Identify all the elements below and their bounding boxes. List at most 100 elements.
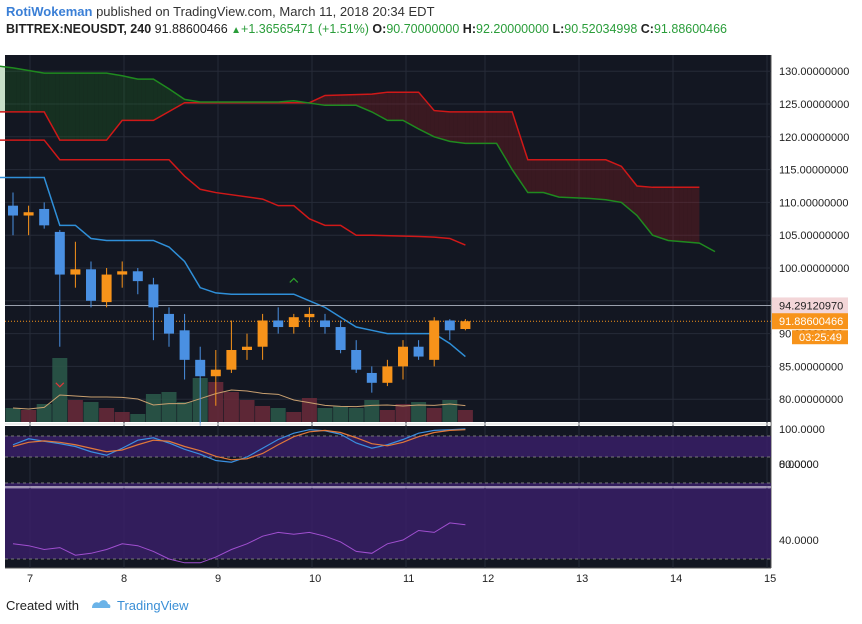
kumo-cloud-segment (430, 105, 435, 137)
publisher-username[interactable]: RotiWokeman (6, 4, 93, 19)
kumo-cloud-segment (481, 111, 485, 144)
kumo-cloud-segment (484, 111, 489, 144)
kumo-cloud-segment (418, 92, 423, 131)
volume-bar (114, 412, 130, 422)
kumo-cloud-segment (40, 72, 45, 112)
kumo-cloud-segment (32, 71, 37, 112)
open-value: 90.70000000 (386, 22, 460, 36)
candle-body (148, 284, 159, 308)
low-label: L: (552, 22, 565, 36)
kumo-cloud-segment (605, 159, 610, 201)
tradingview-brand-link[interactable]: TradingView (116, 598, 189, 613)
kumo-cloud-segment (16, 68, 21, 112)
kumo-cloud-segment (621, 166, 626, 206)
kumo-cloud-segment (457, 111, 462, 143)
kumo-cloud-segment (75, 73, 80, 141)
sell-marker-icon (55, 382, 65, 388)
up-triangle-icon: ▲ (231, 25, 242, 36)
kumo-cloud-segment (687, 187, 692, 243)
main-y-tick-label: 120.00000000 (779, 132, 849, 144)
countdown-label-bg (792, 330, 848, 345)
candle-body (179, 330, 190, 360)
volume-bar (301, 398, 317, 422)
kumo-cloud-segment (574, 159, 579, 198)
kumo-cloud-segment (426, 101, 431, 135)
kumo-cloud-segment (582, 159, 587, 199)
high-label: H: (462, 22, 476, 36)
kumo-cloud-segment (473, 111, 478, 144)
kumo-cloud-segment (679, 187, 684, 242)
candle-body (70, 269, 81, 275)
kumo-cloud-segment (71, 73, 76, 141)
kumo-cloud-segment (1, 66, 6, 112)
stoch-y-tick-label: 100.0000 (779, 424, 825, 436)
main-y-tick-label: 105.00000000 (779, 230, 849, 242)
kumo-cloud-segment (110, 73, 115, 136)
kumo-cloud-segment (566, 159, 571, 198)
kumo-cloud-segment (539, 159, 544, 193)
kumo-cloud-segment (637, 186, 641, 221)
kumo-cloud-segment (325, 95, 329, 106)
candle-body (195, 359, 206, 377)
kumo-cloud-segment (356, 94, 361, 107)
buy-marker-icon (289, 277, 299, 283)
kumo-cloud-segment (465, 111, 470, 144)
kumo-cloud-segment (371, 93, 376, 115)
kumo-cloud-segment (106, 73, 111, 141)
main-y-tick-label: 115.00000000 (779, 165, 849, 177)
kumo-cloud-segment (625, 171, 630, 209)
volume-bar (411, 402, 427, 422)
kumo-cloud-segment (644, 186, 649, 231)
kumo-cloud-segment (461, 111, 466, 144)
kumo-cloud-segment (633, 181, 637, 216)
volume-bar (83, 402, 99, 422)
kumo-cloud-segment (352, 94, 357, 106)
x-tick-label: 11 (403, 573, 414, 585)
volume-bar (177, 402, 193, 422)
kumo-cloud-segment (126, 76, 130, 121)
kumo-cloud-segment (504, 111, 509, 164)
kumo-cloud-segment (20, 69, 25, 112)
footer: Created with TradingView (6, 598, 189, 613)
volume-bar (364, 400, 380, 422)
kumo-cloud-segment (629, 176, 634, 213)
tradingview-logo-icon[interactable] (89, 598, 111, 613)
kumo-cloud-segment (165, 86, 169, 114)
kumo-cloud-segment (364, 94, 368, 111)
x-tick-label: 12 (482, 573, 494, 585)
kumo-cloud-segment (640, 186, 645, 226)
x-tick-label: 8 (121, 573, 127, 585)
volume-bar (130, 414, 146, 422)
stoch-band-fill (5, 436, 771, 457)
kumo-cloud-segment (102, 73, 107, 141)
kumo-cloud-segment (652, 187, 657, 237)
kumo-cloud-segment (543, 159, 548, 194)
candle-body (273, 320, 284, 328)
volume-bar (52, 358, 68, 422)
main-y-tick-label: 125.00000000 (779, 99, 849, 111)
candle-body (8, 205, 18, 216)
candle-body (288, 317, 299, 328)
candle-body (164, 313, 174, 334)
kumo-cloud-segment (153, 79, 158, 121)
candle-body (101, 274, 112, 303)
kumo-cloud-segment (83, 73, 88, 141)
kumo-cloud-segment (87, 73, 91, 141)
kumo-cloud-segment (683, 187, 688, 243)
main-y-tick-label: 80.00000000 (779, 394, 843, 406)
x-tick-label: 15 (764, 573, 776, 585)
kumo-cloud-segment (403, 92, 407, 123)
kumo-cloud-segment (660, 187, 665, 240)
kijun-sen-line (0, 176, 466, 358)
kumo-cloud-segment (672, 187, 676, 242)
tenkan-sen-line (0, 139, 466, 246)
stoch-y-tick-label: 0.0000 (779, 459, 813, 471)
kumo-cloud-segment (590, 159, 595, 199)
published-text: published on TradingView.com, March 11, … (96, 4, 435, 19)
kumo-cloud-segment (161, 83, 166, 116)
kumo-cloud-segment (594, 159, 598, 200)
last-price-label: 91.88600466 (779, 316, 843, 328)
candle-body (257, 320, 268, 347)
x-tick-label: 13 (576, 573, 588, 585)
